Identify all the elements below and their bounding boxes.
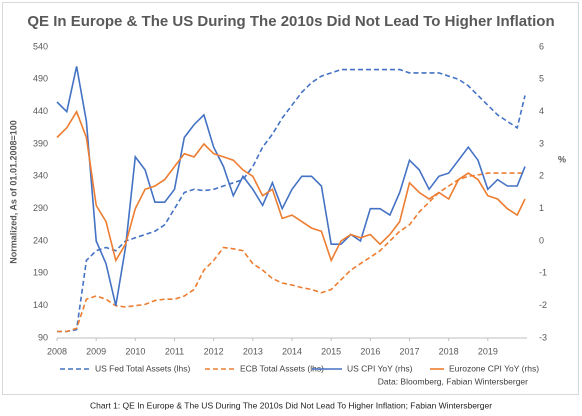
series-line	[56, 66, 526, 306]
y-tick-label: 440	[33, 106, 48, 116]
legend-label: US CPI YoY (rhs)	[347, 363, 413, 373]
y-tick-label: 190	[33, 268, 48, 278]
y2-tick-label: 3	[539, 138, 544, 148]
y-tick-label: 340	[33, 171, 48, 181]
y-tick-label: 490	[33, 74, 48, 84]
x-tick-label: 2012	[204, 346, 224, 356]
source-note: Data: Bloomberg, Fabian Wintersberger	[378, 376, 528, 386]
y2-axis-label: %	[558, 154, 566, 164]
y-tick-label: 90	[38, 332, 48, 342]
x-tick-label: 2017	[399, 346, 419, 356]
x-tick-label: 2014	[282, 346, 302, 356]
chart-border	[2, 2, 579, 395]
y-tick-label: 290	[33, 203, 48, 213]
y2-tick-label: 0	[539, 235, 544, 245]
y2-tick-label: 5	[539, 74, 544, 84]
x-tick-label: 2019	[478, 346, 498, 356]
x-tick-label: 2016	[360, 346, 380, 356]
series-line	[57, 68, 526, 333]
y-axis-label: Normalized, As of 01.01.2008=100	[8, 120, 18, 264]
x-tick-label: 2010	[125, 346, 145, 356]
series-line	[56, 109, 526, 263]
x-tick-label: 2008	[47, 346, 67, 356]
y2-tick-label: -2	[539, 300, 547, 310]
x-tick-label: 2011	[165, 346, 184, 356]
x-tick-label: 2009	[86, 346, 106, 356]
legend-label: ECB Total Assets (lhs)	[240, 363, 324, 373]
y2-tick-label: 6	[539, 41, 544, 51]
x-tick-label: 2018	[439, 346, 459, 356]
legend-label: Eurozone CPI YoY (rhs)	[449, 363, 539, 373]
series-line	[57, 172, 525, 333]
caption: Chart 1: QE In Europe & The US During Th…	[90, 400, 492, 410]
y2-tick-label: -1	[539, 268, 547, 278]
y2-tick-label: 4	[539, 106, 544, 116]
y2-tick-label: 1	[539, 203, 544, 213]
y-tick-label: 390	[33, 138, 48, 148]
y-tick-label: 240	[33, 235, 48, 245]
y-tick-label: 540	[33, 41, 48, 51]
y-tick-label: 140	[33, 300, 48, 310]
x-tick-label: 2015	[321, 346, 341, 356]
y2-tick-label: 2	[539, 171, 544, 181]
chart-title: QE In Europe & The US During The 2010s D…	[27, 13, 554, 30]
legend-label: US Fed Total Assets (lhs)	[95, 363, 190, 373]
y2-tick-label: -3	[539, 332, 547, 342]
x-tick-label: 2013	[243, 346, 263, 356]
